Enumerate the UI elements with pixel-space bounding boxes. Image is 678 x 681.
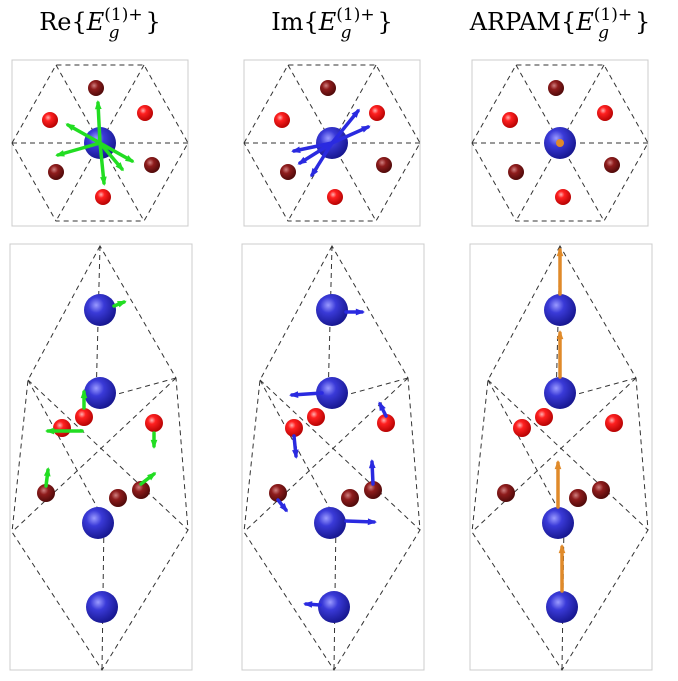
atom: [542, 507, 574, 539]
panel: [470, 60, 652, 670]
title-superscript: (1)+: [336, 5, 374, 25]
atom: [548, 80, 564, 96]
atom: [95, 189, 111, 205]
atom: [497, 484, 515, 502]
atom: [109, 489, 127, 507]
atom: [592, 481, 610, 499]
atom: [318, 591, 350, 623]
figure: Re{E(1)+g}Im{E(1)+g}ARPAM{E(1)+g}: [0, 0, 678, 681]
panel-title: Re{E(1)+g}: [39, 5, 161, 43]
atom: [42, 112, 58, 128]
title-superscript: (1)+: [104, 5, 142, 25]
title-subscript: g: [109, 23, 120, 43]
atom: [84, 377, 116, 409]
atom: [320, 80, 336, 96]
atom: [314, 507, 346, 539]
title-symbol: E: [575, 8, 594, 36]
title-head: ARPAM{: [469, 8, 577, 36]
atom: [274, 112, 290, 128]
atom: [546, 591, 578, 623]
atom: [597, 105, 613, 121]
atom: [369, 105, 385, 121]
atom: [145, 414, 163, 432]
atom: [508, 164, 524, 180]
titles: Re{E(1)+g}Im{E(1)+g}ARPAM{E(1)+g}: [39, 5, 650, 43]
atom: [82, 507, 114, 539]
title-subscript: g: [341, 23, 352, 43]
title-tail: }: [146, 8, 161, 36]
atom: [84, 294, 116, 326]
atom: [137, 105, 153, 121]
atom: [75, 408, 93, 426]
title-tail: }: [635, 8, 650, 36]
title-subscript: g: [598, 23, 609, 43]
atom: [544, 294, 576, 326]
atom: [88, 80, 104, 96]
panel-title: ARPAM{E(1)+g}: [469, 5, 651, 43]
atom: [53, 419, 71, 437]
atom: [376, 157, 392, 173]
title-symbol: E: [318, 8, 337, 36]
title-tail: }: [377, 8, 392, 36]
atom: [544, 377, 576, 409]
atom: [604, 157, 620, 173]
atom: [535, 408, 553, 426]
title-superscript: (1)+: [594, 5, 632, 25]
atom: [341, 489, 359, 507]
atom: [316, 294, 348, 326]
atom: [569, 489, 587, 507]
atom: [86, 591, 118, 623]
atom: [502, 112, 518, 128]
panel: [242, 60, 424, 670]
artwork: [10, 60, 652, 670]
title-head: Re{: [39, 8, 87, 36]
atom: [513, 419, 531, 437]
panel-title: Im{E(1)+g}: [271, 5, 393, 43]
title-symbol: E: [86, 8, 105, 36]
panel: [10, 60, 192, 670]
atom: [555, 189, 571, 205]
center-mark: [556, 139, 564, 147]
atom: [48, 164, 64, 180]
title-head: Im{: [271, 8, 319, 36]
atom: [307, 408, 325, 426]
atom: [327, 189, 343, 205]
atom: [280, 164, 296, 180]
atom: [605, 414, 623, 432]
atom: [144, 157, 160, 173]
